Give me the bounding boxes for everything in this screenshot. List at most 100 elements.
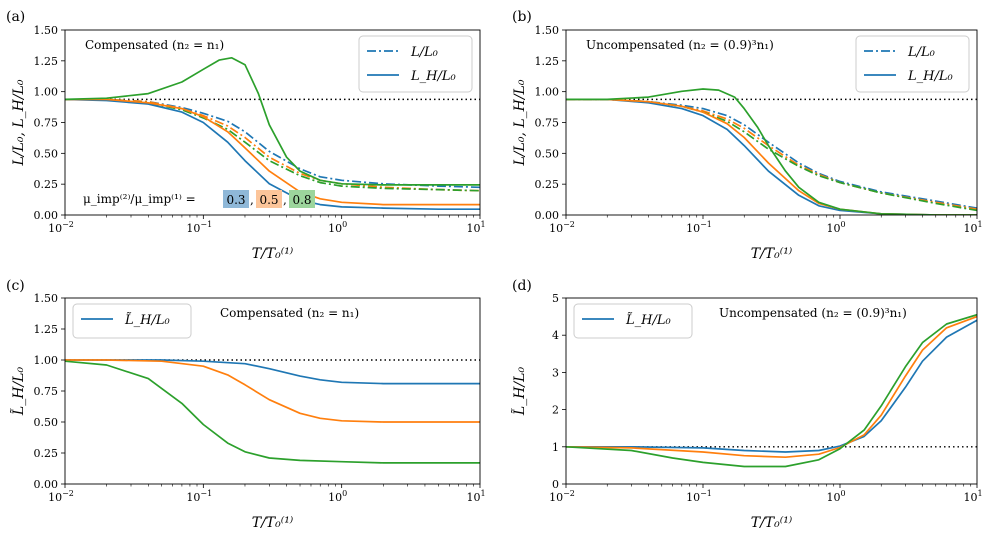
series-line-orange-solid (566, 98, 977, 215)
panel-label-b: (b) (512, 9, 532, 25)
x-tick-label: 101 (466, 489, 485, 504)
x-tick-label: 101 (963, 489, 982, 504)
y-tick-label: 0.50 (34, 416, 59, 429)
y-tick-label: 0.75 (535, 117, 560, 130)
x-tick-label: 10−2 (48, 220, 74, 235)
y-tick-label: 3 (552, 366, 559, 379)
y-tick-label: 1.00 (34, 354, 59, 367)
x-tick-label: 10−2 (549, 489, 575, 504)
x-tick-label: 101 (466, 220, 485, 235)
x-tick-label: 10−1 (686, 220, 712, 235)
axes-frame (565, 29, 978, 216)
y-axis-label: L/L₀, L_H/L₀ (512, 79, 528, 166)
series-line-orange-dashdot (65, 98, 480, 192)
x-axis-label: T/T₀⁽¹⁾ (751, 515, 793, 531)
axes-frame (64, 29, 481, 216)
series-line-orange-dashdot (566, 98, 977, 211)
y-tick-label: 0.75 (34, 385, 59, 398)
y-axis-label: L̃_H/L₀ (9, 367, 27, 417)
legend: L/L₀ L_H/L₀ (358, 35, 473, 93)
ratio-value: 0.5 (259, 193, 278, 207)
y-tick-label: 1.50 (34, 24, 59, 37)
panel-label-d: (d) (512, 278, 532, 294)
y-tick-label: 0.50 (535, 147, 560, 160)
panel-title: Uncompensated (n₂ = (0.9)³n₁) (586, 38, 774, 52)
series-line-green-dashdot (65, 98, 480, 192)
x-tick-label: 100 (826, 489, 845, 504)
y-tick-label: 1.25 (34, 55, 59, 68)
ratio-annotation-prefix: μ_imp⁽²⁾/μ_imp⁽¹⁾ = (83, 192, 196, 206)
legend-label: L/L₀ (410, 45, 439, 60)
panel-title: Compensated (n₂ = n₁) (220, 306, 359, 320)
series-line-blue-solid (65, 98, 480, 211)
y-axis-label: L̃_H/L₀ (510, 367, 528, 417)
legend: L/L₀ L_H/L₀ (855, 35, 970, 93)
legend-label: L/L₀ (907, 45, 936, 60)
panel-d-plot: 0 1 2 3 4 5 10−2 10−1 100 101 T/T₀⁽¹⁾ L̃_H/L₀ Uncomp… (510, 292, 982, 531)
y-tick-label: 1.50 (34, 292, 59, 305)
y-tick-label: 0.00 (34, 478, 59, 491)
series-line-orange-solid (65, 359, 480, 423)
y-tick-label: 0 (552, 478, 559, 491)
axes-frame (64, 297, 481, 485)
series-line-green-solid (566, 88, 977, 215)
y-tick-label: 0.25 (535, 178, 560, 191)
legend-box (855, 35, 970, 93)
y-tick-label: 1.00 (34, 86, 59, 99)
x-axis-label: T/T₀⁽¹⁾ (751, 246, 793, 262)
panel-label-c: (c) (6, 278, 25, 294)
series-line-orange-solid (566, 315, 977, 459)
legend-box (72, 303, 192, 339)
ratio-highlight (289, 190, 315, 208)
x-tick-label: 10−2 (549, 220, 575, 235)
series-line-green-solid (65, 56, 480, 186)
series-line-green-solid (65, 360, 480, 464)
panel-b-plot: 0.00 0.25 0.50 0.75 1.00 1.25 1.50 10−2 10−1 100 1… (512, 24, 983, 262)
ratio-highlight (256, 190, 282, 208)
legend: L̃_H/L₀ (573, 303, 693, 339)
y-tick-label: 0.25 (34, 447, 59, 460)
legend-box (573, 303, 693, 339)
y-tick-label: 1 (552, 441, 559, 454)
axes-frame (565, 297, 978, 485)
x-tick-label: 10−1 (186, 220, 212, 235)
x-tick-label: 101 (963, 220, 982, 235)
legend: L̃_H/L₀ (72, 303, 192, 339)
y-tick-label: 1.50 (535, 24, 560, 37)
x-tick-label: 100 (826, 220, 845, 235)
ratio-highlight (223, 190, 249, 208)
series-line-green-solid (566, 313, 977, 468)
panel-c-plot: 0.00 0.25 0.50 0.75 1.00 1.25 1.50 10−2 10−1 100 1… (9, 292, 485, 531)
ratio-value: 0.3 (226, 193, 245, 207)
y-tick-label: 0.00 (535, 209, 560, 222)
ratio-separator: , (250, 193, 254, 207)
x-tick-label: 10−1 (186, 489, 212, 504)
panel-label-a: (a) (6, 9, 25, 25)
ratio-value: 0.8 (292, 193, 311, 207)
x-tick-label: 10−1 (686, 489, 712, 504)
y-tick-label: 0.00 (34, 209, 59, 222)
y-tick-label: 0.25 (34, 178, 59, 191)
ratio-separator: , (283, 193, 287, 207)
y-tick-label: 0.50 (34, 147, 59, 160)
series-line-blue-dashdot (566, 98, 977, 209)
y-tick-label: 1.25 (535, 55, 560, 68)
series-line-blue-solid (65, 359, 480, 385)
y-tick-label: 5 (552, 292, 559, 305)
panel-a-plot: 0.00 0.25 0.50 0.75 1.00 1.25 1.50 10−2 10−1 100 1… (11, 24, 486, 262)
y-tick-label: 1.25 (34, 323, 59, 336)
series-line-blue-solid (566, 319, 977, 453)
y-tick-label: 4 (552, 329, 559, 342)
series-line-green-dashdot (566, 98, 977, 212)
x-axis-label: T/T₀⁽¹⁾ (252, 246, 294, 262)
y-axis-label: L/L₀, L_H/L₀ (11, 79, 27, 166)
legend-label: L_H/L₀ (907, 69, 953, 84)
legend-box (358, 35, 473, 93)
x-tick-label: 10−2 (48, 489, 74, 504)
series-line-orange-solid (65, 98, 480, 206)
x-tick-label: 100 (328, 220, 347, 235)
series-line-blue-solid (566, 98, 977, 215)
y-tick-label: 1.00 (535, 86, 560, 99)
legend-label: L_H/L₀ (410, 69, 456, 84)
